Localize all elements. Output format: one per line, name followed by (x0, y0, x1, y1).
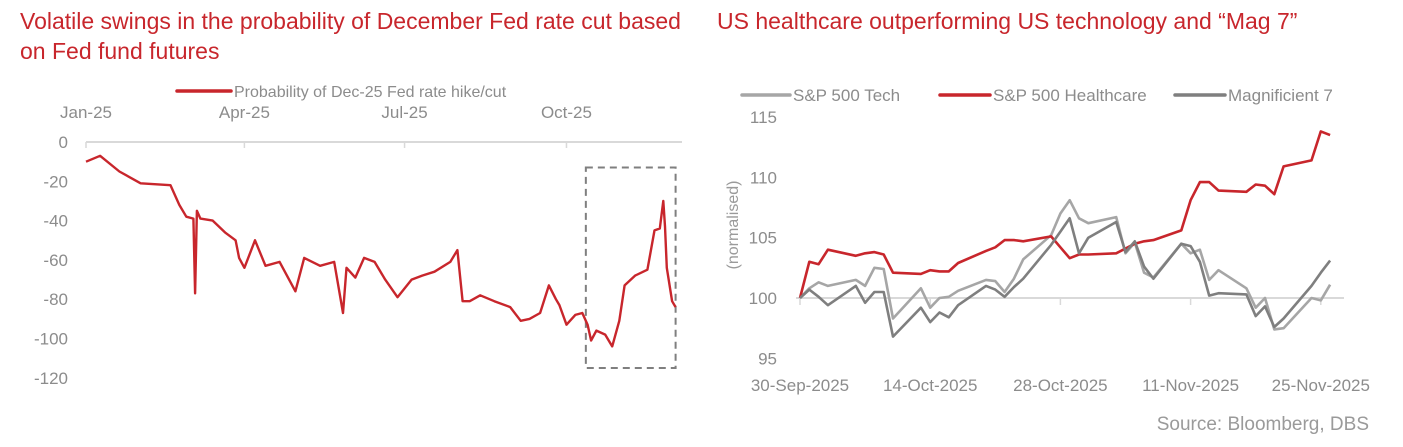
legend-label-magnificient-7: Magnificient 7 (1228, 86, 1333, 105)
highlight-box (584, 166, 677, 369)
series-line-s-p-500-healthcare (798, 130, 1331, 299)
x-tick-label: 25-Nov-2025 (1272, 376, 1370, 395)
y-tick-label: 105 (749, 229, 777, 248)
right-chart-title: US healthcare outperforming US technolog… (717, 8, 1298, 34)
left-chart-title: Volatile swings in the probability of De… (20, 8, 681, 64)
y-tick-label: 100 (749, 289, 777, 308)
y-tick-label: -60 (43, 251, 68, 270)
y-tick-label: -100 (34, 330, 68, 349)
series-line-s-p-500-tech (799, 198, 1332, 331)
legend-label-s-p-500-tech: S&P 500 Tech (793, 86, 900, 105)
x-tick-label: 30-Sep-2025 (751, 376, 849, 395)
legend-label-s-p-500-healthcare: S&P 500 Healthcare (993, 86, 1147, 105)
x-tick-label: 11-Nov-2025 (1142, 376, 1239, 395)
series-line-magnificient-7 (799, 217, 1332, 338)
y-tick-label: -120 (34, 369, 68, 388)
source-note: Source: Bloomberg, DBS (1156, 414, 1369, 435)
x-tick-label: Oct-25 (541, 103, 592, 122)
y-tick-label: -20 (43, 172, 68, 191)
x-tick-label: Apr-25 (219, 103, 270, 122)
x-tick-label: 28-Oct-2025 (1013, 376, 1108, 395)
fed-probability-chart: Jan-25 Apr-25 Jul-25 Oct-25 0 -20 -40 -60 -80 -10… (34, 84, 682, 388)
x-tick-label: Jul-25 (381, 103, 427, 122)
y-tick-label: 110 (750, 168, 777, 187)
x-tick-label: 14-Oct-2025 (883, 376, 978, 395)
y-tick-label: 0 (59, 133, 68, 152)
x-tick-label: Jan-25 (60, 103, 112, 122)
y-tick-label: 115 (750, 108, 777, 127)
y-tick-label: -80 (43, 290, 68, 309)
series-line-fed-probability (85, 154, 677, 348)
legend-label: Probability of Dec-25 Fed rate hike/cut (234, 84, 507, 101)
y-axis-label: (normalised) (725, 181, 742, 270)
y-tick-label: 95 (758, 349, 777, 368)
y-tick-label: -40 (43, 212, 68, 231)
